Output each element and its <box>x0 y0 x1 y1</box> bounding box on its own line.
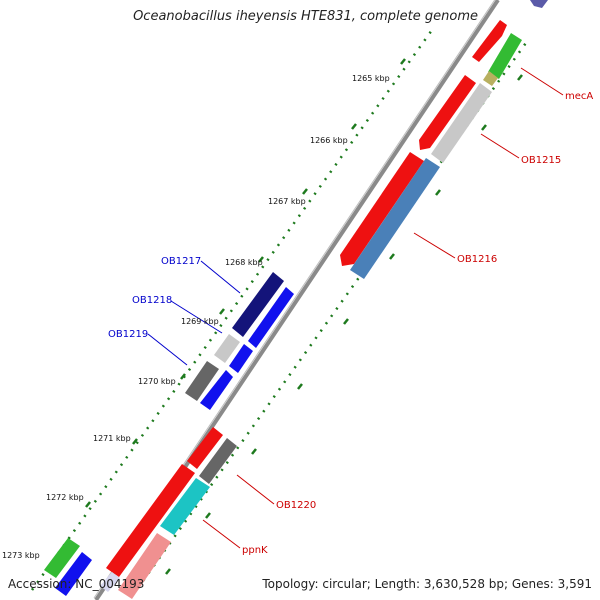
major-ticks <box>85 58 523 575</box>
accession-text: Accession: NC_004193 <box>8 577 145 591</box>
gene-lightgray-ob1215 <box>431 83 492 163</box>
gene-khaki <box>483 71 498 86</box>
gene-blue-2 <box>229 344 253 373</box>
tick-label-1268: 1268 kbp <box>225 258 263 267</box>
gene-label-ppnk: ppnK <box>242 545 268 556</box>
gene-label-meca: mecA <box>565 91 593 102</box>
tick-labels: 1265 kbp 1266 kbp 1267 kbp 1268 kbp 1269… <box>2 74 390 560</box>
gene-red-1 <box>472 20 507 62</box>
gene-navy-ob1217 <box>232 272 284 337</box>
gene-cyan <box>160 478 210 535</box>
gene-label-ob1220: OB1220 <box>276 500 316 511</box>
tick-label-1266: 1266 kbp <box>310 136 348 145</box>
gene-green-meca <box>488 33 522 79</box>
map-title: Oceanobacillus iheyensis HTE831, complet… <box>133 9 478 24</box>
gene-red-3 <box>187 427 223 469</box>
gene-red-2 <box>419 75 476 150</box>
tick-label-1267: 1267 kbp <box>268 197 306 206</box>
gene-label-ob1218: OB1218 <box>132 295 172 306</box>
gene-red-ob1216 <box>340 152 424 266</box>
gene-label-ob1216: OB1216 <box>457 254 497 265</box>
genes-lower <box>44 427 237 599</box>
gene-blue-1 <box>248 287 294 348</box>
gene-blue-3 <box>200 370 233 410</box>
genes-middle <box>185 272 294 410</box>
gene-blue-bottom <box>55 552 92 596</box>
reverse-genes-top <box>350 33 522 279</box>
tick-label-1269: 1269 kbp <box>181 317 219 326</box>
gene-green-bottom <box>44 538 80 578</box>
callout-lines <box>147 67 564 549</box>
outer-tick-track <box>30 29 434 591</box>
gene-label-ob1215: OB1215 <box>521 155 561 166</box>
tick-label-1270: 1270 kbp <box>138 377 176 386</box>
gene-purple-top <box>530 0 548 8</box>
tick-label-1265: 1265 kbp <box>352 74 390 83</box>
gene-lavender-bottom <box>100 572 120 592</box>
forward-genes-top <box>340 0 548 266</box>
gene-red-4 <box>106 464 195 577</box>
gene-gray-ob1220 <box>199 438 237 484</box>
gene-label-ob1219: OB1219 <box>108 329 148 340</box>
gene-label-ob1217: OB1217 <box>161 256 201 267</box>
gene-labels: mecA OB1215 OB1216 OB1217 OB1218 OB1219 … <box>108 91 593 556</box>
gene-gray-ob1219 <box>185 361 219 401</box>
genome-summary-text: Topology: circular; Length: 3,630,528 bp… <box>262 577 592 591</box>
tick-label-1271: 1271 kbp <box>93 434 131 443</box>
gene-pink-ppnk <box>118 533 171 599</box>
tick-label-1273: 1273 kbp <box>2 551 40 560</box>
gene-steelblue-ob1216 <box>350 158 440 279</box>
tick-label-1272: 1272 kbp <box>46 493 84 502</box>
gene-lightgray-ob1218 <box>214 334 240 363</box>
